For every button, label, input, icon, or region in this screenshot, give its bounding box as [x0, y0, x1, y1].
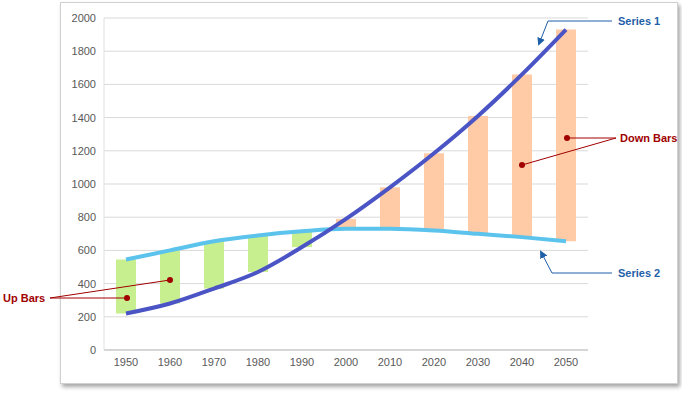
- svg-text:600: 600: [78, 244, 96, 256]
- svg-text:2010: 2010: [378, 356, 402, 368]
- svg-text:2030: 2030: [466, 356, 490, 368]
- svg-text:2020: 2020: [422, 356, 446, 368]
- svg-text:Down Bars: Down Bars: [620, 132, 674, 144]
- svg-text:1800: 1800: [72, 45, 96, 57]
- svg-text:2000: 2000: [334, 356, 358, 368]
- svg-text:Series 1: Series 1: [618, 15, 660, 27]
- svg-text:1980: 1980: [246, 356, 270, 368]
- svg-text:0: 0: [90, 344, 96, 356]
- svg-text:2050: 2050: [554, 356, 578, 368]
- svg-text:1960: 1960: [158, 356, 182, 368]
- svg-text:400: 400: [78, 278, 96, 290]
- svg-text:1600: 1600: [72, 78, 96, 90]
- svg-text:2040: 2040: [510, 356, 534, 368]
- svg-text:1970: 1970: [202, 356, 226, 368]
- svg-text:1950: 1950: [114, 356, 138, 368]
- svg-text:200: 200: [78, 311, 96, 323]
- svg-text:800: 800: [78, 211, 96, 223]
- svg-text:1000: 1000: [72, 178, 96, 190]
- svg-text:Up Bars: Up Bars: [8, 292, 45, 304]
- svg-text:1400: 1400: [72, 112, 96, 124]
- svg-text:1990: 1990: [290, 356, 314, 368]
- svg-text:1200: 1200: [72, 145, 96, 157]
- svg-text:2000: 2000: [72, 12, 96, 24]
- svg-text:Series 2: Series 2: [618, 267, 660, 279]
